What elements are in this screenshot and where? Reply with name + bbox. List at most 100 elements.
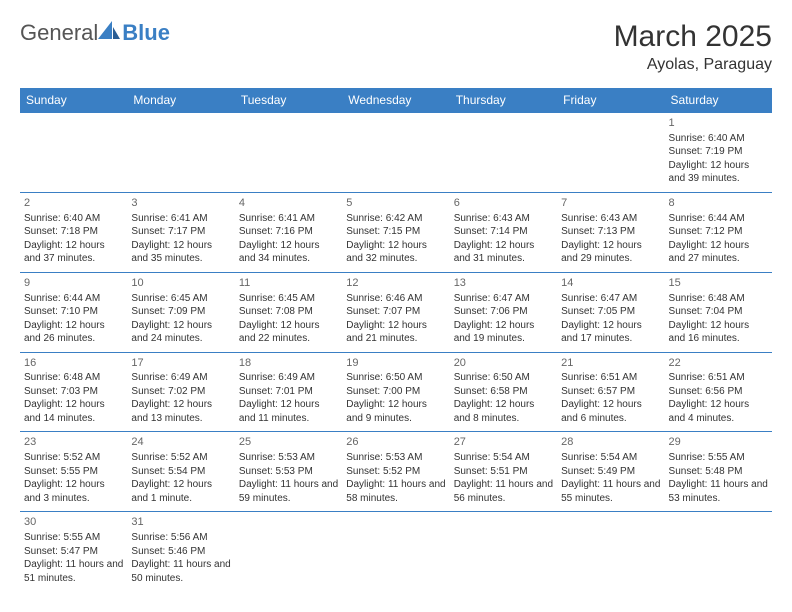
sunrise-line: Sunrise: 6:48 AM <box>24 371 123 385</box>
day-cell: 28Sunrise: 5:54 AMSunset: 5:49 PMDayligh… <box>557 432 664 512</box>
daylight-line: Daylight: 12 hours and 17 minutes. <box>561 319 660 346</box>
day-cell: 14Sunrise: 6:47 AMSunset: 7:05 PMDayligh… <box>557 272 664 352</box>
day-cell: 12Sunrise: 6:46 AMSunset: 7:07 PMDayligh… <box>342 272 449 352</box>
day-number: 11 <box>239 276 338 291</box>
empty-cell <box>665 512 772 591</box>
daylight-line: Daylight: 12 hours and 13 minutes. <box>131 398 230 425</box>
sunset-line: Sunset: 6:56 PM <box>669 385 768 399</box>
day-cell: 23Sunrise: 5:52 AMSunset: 5:55 PMDayligh… <box>20 432 127 512</box>
sunrise-line: Sunrise: 6:50 AM <box>454 371 553 385</box>
sunset-line: Sunset: 7:10 PM <box>24 305 123 319</box>
daylight-line: Daylight: 12 hours and 24 minutes. <box>131 319 230 346</box>
daylight-line: Daylight: 11 hours and 50 minutes. <box>131 558 230 585</box>
sunrise-line: Sunrise: 5:53 AM <box>346 451 445 465</box>
day-number: 18 <box>239 356 338 371</box>
sunset-line: Sunset: 7:01 PM <box>239 385 338 399</box>
daylight-line: Daylight: 11 hours and 56 minutes. <box>454 478 553 505</box>
daylight-line: Daylight: 12 hours and 26 minutes. <box>24 319 123 346</box>
month-title: March 2025 <box>614 20 772 54</box>
sunrise-line: Sunrise: 6:40 AM <box>669 132 768 146</box>
sunrise-line: Sunrise: 6:50 AM <box>346 371 445 385</box>
day-number: 31 <box>131 515 230 530</box>
day-cell: 8Sunrise: 6:44 AMSunset: 7:12 PMDaylight… <box>665 192 772 272</box>
day-cell: 29Sunrise: 5:55 AMSunset: 5:48 PMDayligh… <box>665 432 772 512</box>
day-cell: 30Sunrise: 5:55 AMSunset: 5:47 PMDayligh… <box>20 512 127 591</box>
day-cell: 31Sunrise: 5:56 AMSunset: 5:46 PMDayligh… <box>127 512 234 591</box>
day-cell: 3Sunrise: 6:41 AMSunset: 7:17 PMDaylight… <box>127 192 234 272</box>
sunrise-line: Sunrise: 6:46 AM <box>346 292 445 306</box>
day-number: 20 <box>454 356 553 371</box>
sunrise-line: Sunrise: 6:49 AM <box>131 371 230 385</box>
sunset-line: Sunset: 5:52 PM <box>346 465 445 479</box>
sunset-line: Sunset: 6:58 PM <box>454 385 553 399</box>
sunrise-line: Sunrise: 6:41 AM <box>131 212 230 226</box>
empty-cell <box>342 113 449 193</box>
sunset-line: Sunset: 7:14 PM <box>454 225 553 239</box>
empty-cell <box>557 512 664 591</box>
daylight-line: Daylight: 12 hours and 9 minutes. <box>346 398 445 425</box>
day-cell: 5Sunrise: 6:42 AMSunset: 7:15 PMDaylight… <box>342 192 449 272</box>
daylight-line: Daylight: 12 hours and 16 minutes. <box>669 319 768 346</box>
day-number: 13 <box>454 276 553 291</box>
daylight-line: Daylight: 12 hours and 34 minutes. <box>239 239 338 266</box>
calendar-row: 23Sunrise: 5:52 AMSunset: 5:55 PMDayligh… <box>20 432 772 512</box>
weekday-header: Saturday <box>665 88 772 113</box>
sunrise-line: Sunrise: 6:51 AM <box>669 371 768 385</box>
sunset-line: Sunset: 7:03 PM <box>24 385 123 399</box>
day-cell: 11Sunrise: 6:45 AMSunset: 7:08 PMDayligh… <box>235 272 342 352</box>
sunset-line: Sunset: 7:09 PM <box>131 305 230 319</box>
daylight-line: Daylight: 11 hours and 55 minutes. <box>561 478 660 505</box>
day-cell: 9Sunrise: 6:44 AMSunset: 7:10 PMDaylight… <box>20 272 127 352</box>
daylight-line: Daylight: 12 hours and 37 minutes. <box>24 239 123 266</box>
sunrise-line: Sunrise: 5:54 AM <box>561 451 660 465</box>
daylight-line: Daylight: 12 hours and 29 minutes. <box>561 239 660 266</box>
day-cell: 19Sunrise: 6:50 AMSunset: 7:00 PMDayligh… <box>342 352 449 432</box>
logo-text-blue: Blue <box>122 20 170 46</box>
calendar-table: SundayMondayTuesdayWednesdayThursdayFrid… <box>20 88 772 591</box>
daylight-line: Daylight: 12 hours and 14 minutes. <box>24 398 123 425</box>
day-cell: 2Sunrise: 6:40 AMSunset: 7:18 PMDaylight… <box>20 192 127 272</box>
day-number: 9 <box>24 276 123 291</box>
sunset-line: Sunset: 5:47 PM <box>24 545 123 559</box>
day-number: 6 <box>454 196 553 211</box>
weekday-header: Sunday <box>20 88 127 113</box>
day-number: 7 <box>561 196 660 211</box>
day-number: 17 <box>131 356 230 371</box>
day-cell: 26Sunrise: 5:53 AMSunset: 5:52 PMDayligh… <box>342 432 449 512</box>
sunset-line: Sunset: 5:51 PM <box>454 465 553 479</box>
weekday-header: Thursday <box>450 88 557 113</box>
sunset-line: Sunset: 5:53 PM <box>239 465 338 479</box>
sunrise-line: Sunrise: 6:48 AM <box>669 292 768 306</box>
daylight-line: Daylight: 12 hours and 32 minutes. <box>346 239 445 266</box>
daylight-line: Daylight: 11 hours and 58 minutes. <box>346 478 445 505</box>
sunset-line: Sunset: 7:19 PM <box>669 145 768 159</box>
empty-cell <box>235 512 342 591</box>
sunrise-line: Sunrise: 6:43 AM <box>561 212 660 226</box>
sunset-line: Sunset: 7:15 PM <box>346 225 445 239</box>
calendar-row: 2Sunrise: 6:40 AMSunset: 7:18 PMDaylight… <box>20 192 772 272</box>
sunrise-line: Sunrise: 6:45 AM <box>239 292 338 306</box>
daylight-line: Daylight: 11 hours and 59 minutes. <box>239 478 338 505</box>
day-number: 15 <box>669 276 768 291</box>
day-number: 5 <box>346 196 445 211</box>
calendar-head: SundayMondayTuesdayWednesdayThursdayFrid… <box>20 88 772 113</box>
day-cell: 15Sunrise: 6:48 AMSunset: 7:04 PMDayligh… <box>665 272 772 352</box>
empty-cell <box>342 512 449 591</box>
day-cell: 7Sunrise: 6:43 AMSunset: 7:13 PMDaylight… <box>557 192 664 272</box>
daylight-line: Daylight: 12 hours and 6 minutes. <box>561 398 660 425</box>
daylight-line: Daylight: 12 hours and 11 minutes. <box>239 398 338 425</box>
location: Ayolas, Paraguay <box>614 56 772 74</box>
empty-cell <box>20 113 127 193</box>
day-cell: 25Sunrise: 5:53 AMSunset: 5:53 PMDayligh… <box>235 432 342 512</box>
empty-cell <box>450 512 557 591</box>
sunset-line: Sunset: 5:55 PM <box>24 465 123 479</box>
sunset-line: Sunset: 7:12 PM <box>669 225 768 239</box>
day-cell: 4Sunrise: 6:41 AMSunset: 7:16 PMDaylight… <box>235 192 342 272</box>
day-number: 19 <box>346 356 445 371</box>
title-block: March 2025 Ayolas, Paraguay <box>614 20 772 74</box>
sunset-line: Sunset: 7:00 PM <box>346 385 445 399</box>
sunrise-line: Sunrise: 6:44 AM <box>24 292 123 306</box>
day-cell: 10Sunrise: 6:45 AMSunset: 7:09 PMDayligh… <box>127 272 234 352</box>
sunrise-line: Sunrise: 6:42 AM <box>346 212 445 226</box>
empty-cell <box>127 113 234 193</box>
